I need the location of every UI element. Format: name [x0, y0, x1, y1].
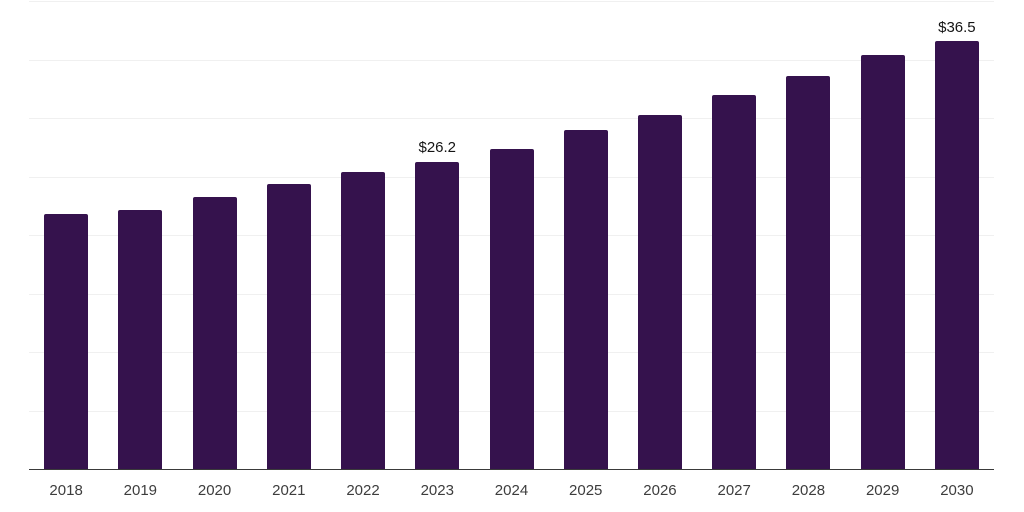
bar-2021: [266, 183, 311, 469]
gridline-y-30: [29, 118, 994, 120]
bar-2025: [563, 130, 608, 469]
bar-2030: [934, 41, 979, 469]
bar-value-label-2023: $26.2: [418, 139, 457, 157]
x-tick-label-2025: 2025: [569, 482, 603, 499]
x-tick-label-2028: 2028: [791, 482, 826, 499]
bar-2026: [637, 114, 682, 469]
x-tick-label-2026: 2026: [643, 482, 677, 499]
x-tick-label-2019: 2019: [123, 482, 158, 499]
x-tick-label-2030: 2030: [940, 482, 974, 499]
bar-value-label-2030: $36.5: [938, 18, 976, 36]
x-tick-label-2027: 2027: [717, 482, 751, 499]
bar-2018: [44, 214, 89, 469]
bar-2020: [192, 196, 237, 469]
plot-area: $26.2 $36.5: [29, 0, 994, 470]
x-axis-tick-labels: 2018 2019 2020 2021 2022 2023 2024 2025 2026 2027…: [29, 481, 994, 503]
bar-2024: [489, 148, 534, 469]
bar-2022: [341, 172, 386, 469]
gridline-y-35: [29, 59, 994, 61]
x-tick-label-2022: 2022: [346, 482, 380, 499]
gridline-y-40: [29, 1, 994, 2]
x-tick-label-2018: 2018: [49, 482, 83, 499]
x-tick-label-2021: 2021: [272, 482, 306, 499]
bar-2019: [118, 209, 163, 469]
bar-2028: [786, 76, 831, 469]
x-tick-label-2024: 2024: [494, 482, 529, 499]
bar-2023: [415, 161, 460, 469]
x-axis-line: [29, 468, 994, 470]
bar-2029: [860, 55, 905, 469]
x-tick-label-2029: 2029: [865, 482, 900, 499]
x-tick-label-2020: 2020: [197, 482, 232, 499]
x-tick-label-2023: 2023: [420, 482, 454, 499]
bar-2027: [712, 94, 757, 469]
